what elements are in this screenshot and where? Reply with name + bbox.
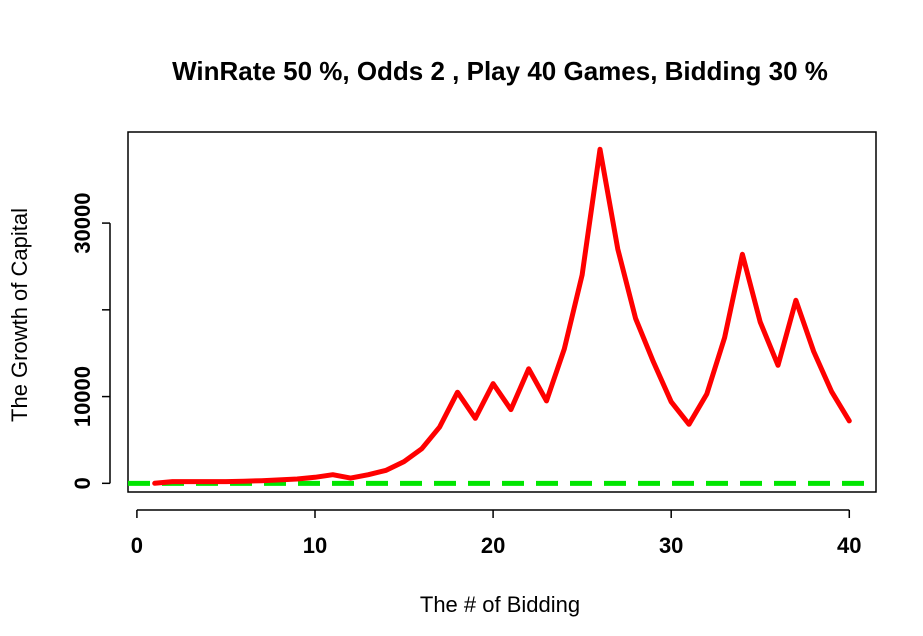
y-tick-label: 30000 bbox=[70, 192, 95, 253]
x-tick-label: 20 bbox=[481, 533, 505, 558]
y-axis-label: The Growth of Capital bbox=[7, 208, 32, 422]
x-tick-label: 0 bbox=[131, 533, 143, 558]
y-tick-label: 0 bbox=[70, 477, 95, 489]
plot-frame bbox=[127, 131, 877, 493]
capital-series-line bbox=[152, 146, 852, 486]
x-tick-label: 10 bbox=[303, 533, 327, 558]
x-axis-label: The # of Bidding bbox=[420, 592, 580, 617]
x-tick-label: 40 bbox=[837, 533, 861, 558]
y-axis: 0 10000 30000 bbox=[70, 192, 111, 489]
chart-title: WinRate 50 %, Odds 2 , Play 40 Games, Bi… bbox=[172, 56, 828, 86]
x-axis: 0 10 20 30 40 bbox=[131, 509, 862, 558]
x-tick-label: 30 bbox=[659, 533, 683, 558]
plot-area bbox=[128, 146, 876, 486]
y-tick-label: 10000 bbox=[70, 366, 95, 427]
